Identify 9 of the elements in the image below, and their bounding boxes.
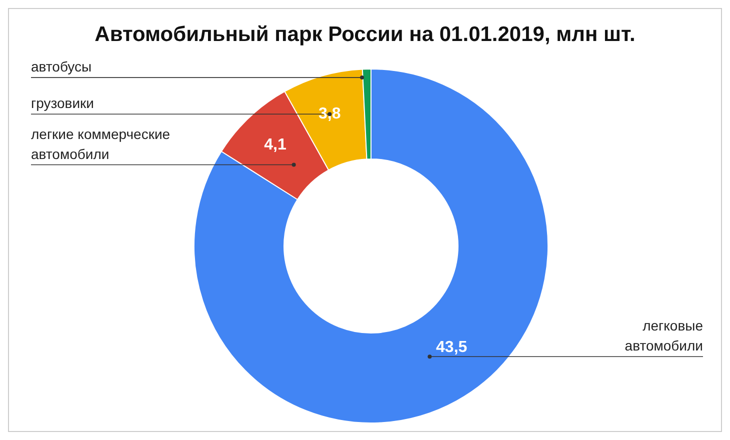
slice-label: легкие коммерческие автомобили bbox=[31, 126, 170, 162]
data-label: 3,8 bbox=[318, 106, 341, 123]
chart-title: Автомобильный парк России на 01.01.2019, млн шт. bbox=[94, 23, 636, 47]
donut-slice bbox=[194, 68, 548, 424]
data-label: 43,5 bbox=[436, 338, 468, 356]
data-label: 4,1 bbox=[264, 136, 286, 154]
slice-label: автобусы bbox=[31, 58, 92, 75]
slice-label: грузовики bbox=[31, 95, 94, 112]
slice-label: легковые автомобили bbox=[624, 318, 704, 354]
